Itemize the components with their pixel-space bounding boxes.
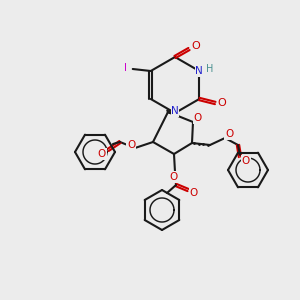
Text: O: O	[218, 98, 226, 108]
Text: H: H	[206, 64, 213, 74]
Text: O: O	[225, 129, 233, 139]
Text: O: O	[194, 113, 202, 123]
Text: O: O	[169, 172, 177, 182]
Text: O: O	[98, 149, 106, 159]
Text: O: O	[192, 41, 200, 51]
Text: O: O	[242, 156, 250, 166]
Polygon shape	[168, 112, 177, 115]
Text: O: O	[190, 188, 198, 198]
Text: O: O	[127, 140, 135, 150]
Text: N: N	[171, 106, 179, 116]
Text: N: N	[195, 66, 203, 76]
Text: I: I	[124, 63, 127, 73]
